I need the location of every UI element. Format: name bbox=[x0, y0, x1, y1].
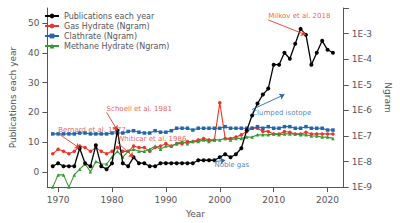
svg-text:1E-3: 1E-3 bbox=[352, 29, 372, 39]
svg-text:2010: 2010 bbox=[262, 195, 285, 205]
svg-text:1E-5: 1E-5 bbox=[352, 80, 372, 90]
svg-text:1E-4: 1E-4 bbox=[352, 54, 373, 64]
svg-text:2020: 2020 bbox=[316, 195, 339, 205]
svg-text:1E-7: 1E-7 bbox=[352, 131, 372, 141]
svg-text:Clathrate (Ngram): Clathrate (Ngram) bbox=[64, 32, 137, 41]
svg-text:Noble gas: Noble gas bbox=[214, 161, 249, 169]
svg-text:30: 30 bbox=[28, 78, 40, 88]
svg-text:Publications each year: Publications each year bbox=[64, 12, 155, 21]
svg-text:1990: 1990 bbox=[154, 195, 177, 205]
svg-text:1970: 1970 bbox=[47, 195, 70, 205]
svg-text:Year: Year bbox=[185, 209, 205, 219]
svg-text:10: 10 bbox=[28, 137, 40, 147]
svg-text:1E-8: 1E-8 bbox=[352, 157, 373, 167]
svg-text:1980: 1980 bbox=[101, 195, 124, 205]
svg-text:0: 0 bbox=[34, 167, 40, 177]
svg-text:40: 40 bbox=[28, 48, 40, 58]
svg-text:Milkov et al. 2018: Milkov et al. 2018 bbox=[268, 12, 330, 20]
svg-text:2000: 2000 bbox=[208, 195, 231, 205]
svg-text:Bernard et al. 1977: Bernard et al. 1977 bbox=[58, 126, 126, 134]
svg-text:Schoell et al. 1981: Schoell et al. 1981 bbox=[107, 105, 172, 113]
svg-text:1E-6: 1E-6 bbox=[352, 105, 373, 115]
svg-text:Whiticar et al. 1986: Whiticar et al. 1986 bbox=[117, 135, 187, 143]
svg-text:1E-9: 1E-9 bbox=[352, 182, 373, 192]
svg-text:Clumped isotope: Clumped isotope bbox=[252, 109, 311, 117]
svg-text:20: 20 bbox=[28, 107, 40, 117]
svg-text:Publications each year: Publications each year bbox=[8, 46, 18, 148]
svg-text:Ngram: Ngram bbox=[383, 82, 393, 112]
svg-text:Methane Hydrate (Ngram): Methane Hydrate (Ngram) bbox=[64, 42, 169, 51]
svg-text:50: 50 bbox=[28, 18, 40, 28]
svg-text:Gas Hydrate (Ngram): Gas Hydrate (Ngram) bbox=[64, 22, 150, 31]
